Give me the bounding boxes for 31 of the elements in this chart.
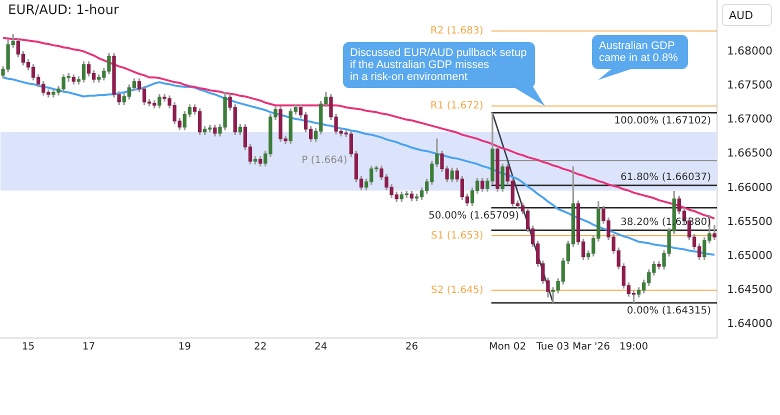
ref-line-label: 61.80% (1.66037) xyxy=(620,172,712,184)
annotation: Australian GDP came in at 0.8% xyxy=(592,35,688,69)
x-tick-label: 19:00 xyxy=(619,342,648,353)
y-axis-title: AUD xyxy=(722,4,772,26)
x-tick-label: Tue 03 Mar '26 xyxy=(535,342,610,353)
x-tick-label: 24 xyxy=(314,342,328,353)
ref-line-label: P (1.664) xyxy=(302,156,348,167)
ref-line-label: S2 (1.645) xyxy=(430,285,484,296)
y-tick-label: 1.67500 xyxy=(727,78,772,92)
x-tick-label: 26 xyxy=(405,342,418,353)
annotation: Discussed EUR/AUD pullback setup if the Australian GDP misses in a risk-on environment xyxy=(343,42,535,88)
y-tick-label: 1.65000 xyxy=(727,249,772,262)
chart-title: EUR/AUD: 1-hour xyxy=(8,3,119,18)
x-tick-label: 17 xyxy=(82,342,96,353)
y-tick-label: 1.65500 xyxy=(727,215,772,228)
ref-line-label: 100.00% (1.67102) xyxy=(614,116,712,127)
ref-line-label: S1 (1.653) xyxy=(430,230,484,242)
x-tick-label: 22 xyxy=(254,342,267,353)
y-tick-label: 1.64500 xyxy=(727,284,772,297)
y-tick-label: 1.68000 xyxy=(727,44,772,58)
ref-line-label: 0.00% (1.64315) xyxy=(626,306,712,317)
x-tick-label: 15 xyxy=(22,342,35,353)
y-tick-label: 1.64000 xyxy=(727,318,772,331)
x-tick-label: Mon 02 xyxy=(489,342,526,353)
y-tick-label: 1.66000 xyxy=(727,181,772,194)
ref-line-label: R1 (1.672) xyxy=(430,101,484,112)
ref-line-label: R2 (1.683) xyxy=(430,26,484,37)
ref-line-label: 50.00% (1.65709) xyxy=(428,210,520,222)
y-tick-label: 1.66500 xyxy=(727,147,772,160)
y-tick-label: 1.67000 xyxy=(727,112,772,126)
x-tick-label: 19 xyxy=(178,342,192,353)
